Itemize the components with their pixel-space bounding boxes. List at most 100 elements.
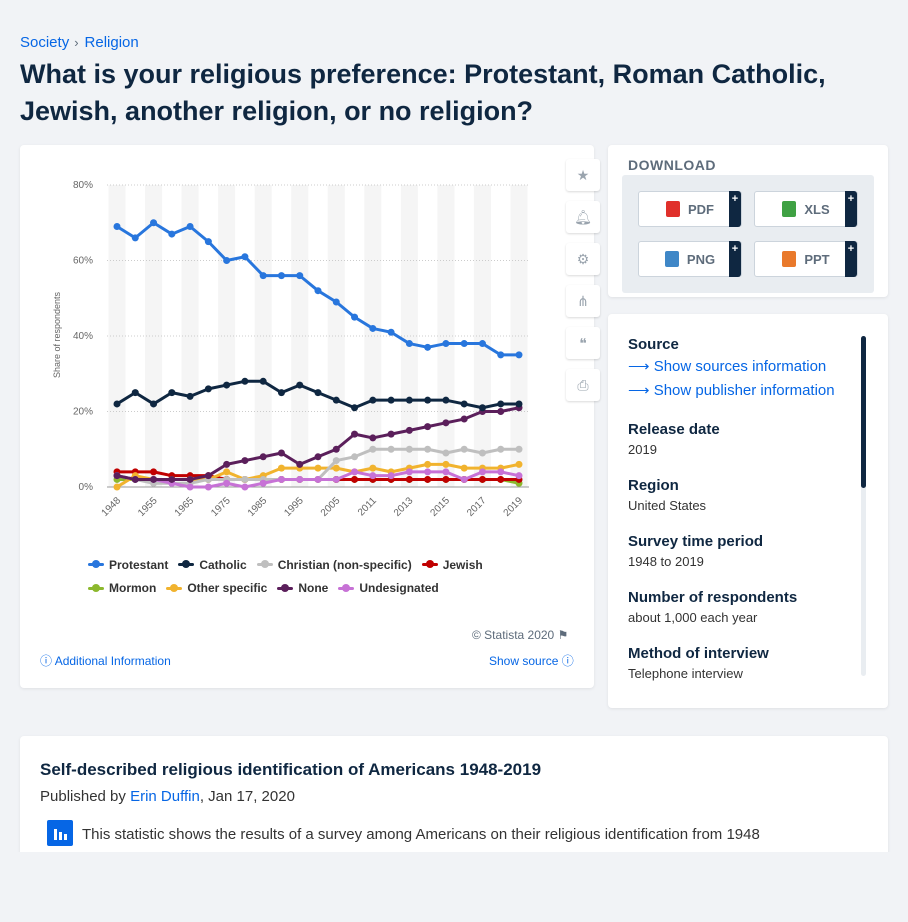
data-point[interactable] [497, 400, 505, 408]
download-pdf-button[interactable]: PDF [638, 191, 742, 227]
data-point[interactable] [186, 483, 194, 491]
data-point[interactable] [277, 464, 285, 472]
data-point[interactable] [405, 475, 413, 483]
data-point[interactable] [332, 445, 340, 453]
data-point[interactable] [497, 475, 505, 483]
png-plus-button[interactable]: + [729, 241, 741, 277]
legend-item[interactable]: Christian (non-specific) [256, 558, 412, 572]
data-point[interactable] [332, 475, 340, 483]
data-point[interactable] [150, 219, 158, 227]
data-point[interactable] [277, 475, 285, 483]
data-point[interactable] [259, 377, 267, 385]
data-point[interactable] [150, 400, 158, 408]
data-point[interactable] [150, 468, 158, 476]
data-point[interactable] [314, 453, 322, 461]
data-point[interactable] [314, 475, 322, 483]
scrollbar-thumb[interactable] [861, 336, 866, 488]
show-source-link[interactable]: Show source ⓘ [489, 652, 574, 669]
data-point[interactable] [478, 449, 486, 457]
data-point[interactable] [241, 377, 249, 385]
data-point[interactable] [223, 460, 231, 468]
data-point[interactable] [113, 400, 121, 408]
data-point[interactable] [478, 340, 486, 348]
data-point[interactable] [168, 475, 176, 483]
data-point[interactable] [405, 426, 413, 434]
data-point[interactable] [241, 457, 249, 465]
data-point[interactable] [296, 272, 304, 280]
additional-information-link[interactable]: ⓘ Additional Information [40, 652, 171, 669]
data-point[interactable] [186, 223, 194, 231]
flag-icon[interactable]: ⚑ [557, 628, 569, 642]
data-point[interactable] [424, 445, 432, 453]
data-point[interactable] [460, 464, 468, 472]
data-point[interactable] [442, 419, 450, 427]
data-point[interactable] [277, 449, 285, 457]
breadcrumb-religion-link[interactable]: Religion [84, 34, 139, 51]
data-point[interactable] [351, 430, 359, 438]
data-point[interactable] [405, 340, 413, 348]
data-point[interactable] [369, 434, 377, 442]
data-point[interactable] [259, 453, 267, 461]
data-point[interactable] [204, 483, 212, 491]
data-point[interactable] [387, 396, 395, 404]
data-point[interactable] [277, 389, 285, 397]
data-point[interactable] [296, 475, 304, 483]
data-point[interactable] [186, 392, 194, 400]
legend-item[interactable]: Jewish [421, 558, 483, 572]
data-point[interactable] [351, 453, 359, 461]
data-point[interactable] [332, 464, 340, 472]
data-point[interactable] [204, 238, 212, 246]
legend-item[interactable]: Other specific [166, 581, 267, 595]
data-point[interactable] [369, 464, 377, 472]
data-point[interactable] [460, 400, 468, 408]
data-point[interactable] [296, 460, 304, 468]
data-point[interactable] [478, 404, 486, 412]
data-point[interactable] [424, 460, 432, 468]
data-point[interactable] [131, 475, 139, 483]
data-point[interactable] [405, 468, 413, 476]
legend-item[interactable]: Catholic [178, 558, 247, 572]
data-point[interactable] [369, 472, 377, 480]
data-point[interactable] [424, 396, 432, 404]
data-point[interactable] [515, 472, 523, 480]
data-point[interactable] [387, 328, 395, 336]
data-point[interactable] [387, 430, 395, 438]
data-point[interactable] [442, 449, 450, 457]
data-point[interactable] [442, 396, 450, 404]
data-point[interactable] [478, 468, 486, 476]
data-point[interactable] [223, 468, 231, 476]
data-point[interactable] [460, 340, 468, 348]
data-point[interactable] [168, 389, 176, 397]
data-point[interactable] [131, 234, 139, 242]
data-point[interactable] [223, 479, 231, 487]
data-point[interactable] [442, 340, 450, 348]
data-point[interactable] [460, 445, 468, 453]
data-point[interactable] [351, 475, 359, 483]
breadcrumb-society-link[interactable]: Society [20, 34, 70, 51]
data-point[interactable] [186, 475, 194, 483]
data-point[interactable] [369, 324, 377, 332]
data-point[interactable] [497, 351, 505, 359]
download-ppt-button[interactable]: PPT [754, 241, 858, 277]
xls-plus-button[interactable]: + [845, 191, 857, 227]
data-point[interactable] [259, 272, 267, 280]
data-point[interactable] [332, 298, 340, 306]
data-point[interactable] [497, 408, 505, 415]
data-point[interactable] [497, 468, 505, 476]
share-icon[interactable]: ⋔ [566, 285, 600, 317]
data-point[interactable] [314, 389, 322, 397]
data-point[interactable] [405, 396, 413, 404]
legend-item[interactable]: Mormon [88, 581, 156, 595]
data-point[interactable] [405, 445, 413, 453]
data-point[interactable] [314, 464, 322, 472]
data-point[interactable] [424, 475, 432, 483]
data-point[interactable] [351, 468, 359, 476]
data-point[interactable] [241, 483, 249, 491]
data-point[interactable] [515, 460, 523, 468]
gear-icon[interactable]: ⚙ [566, 243, 600, 275]
data-point[interactable] [424, 468, 432, 476]
legend-item[interactable]: Protestant [88, 558, 168, 572]
data-point[interactable] [515, 400, 523, 408]
data-point[interactable] [460, 475, 468, 483]
data-point[interactable] [223, 257, 231, 264]
